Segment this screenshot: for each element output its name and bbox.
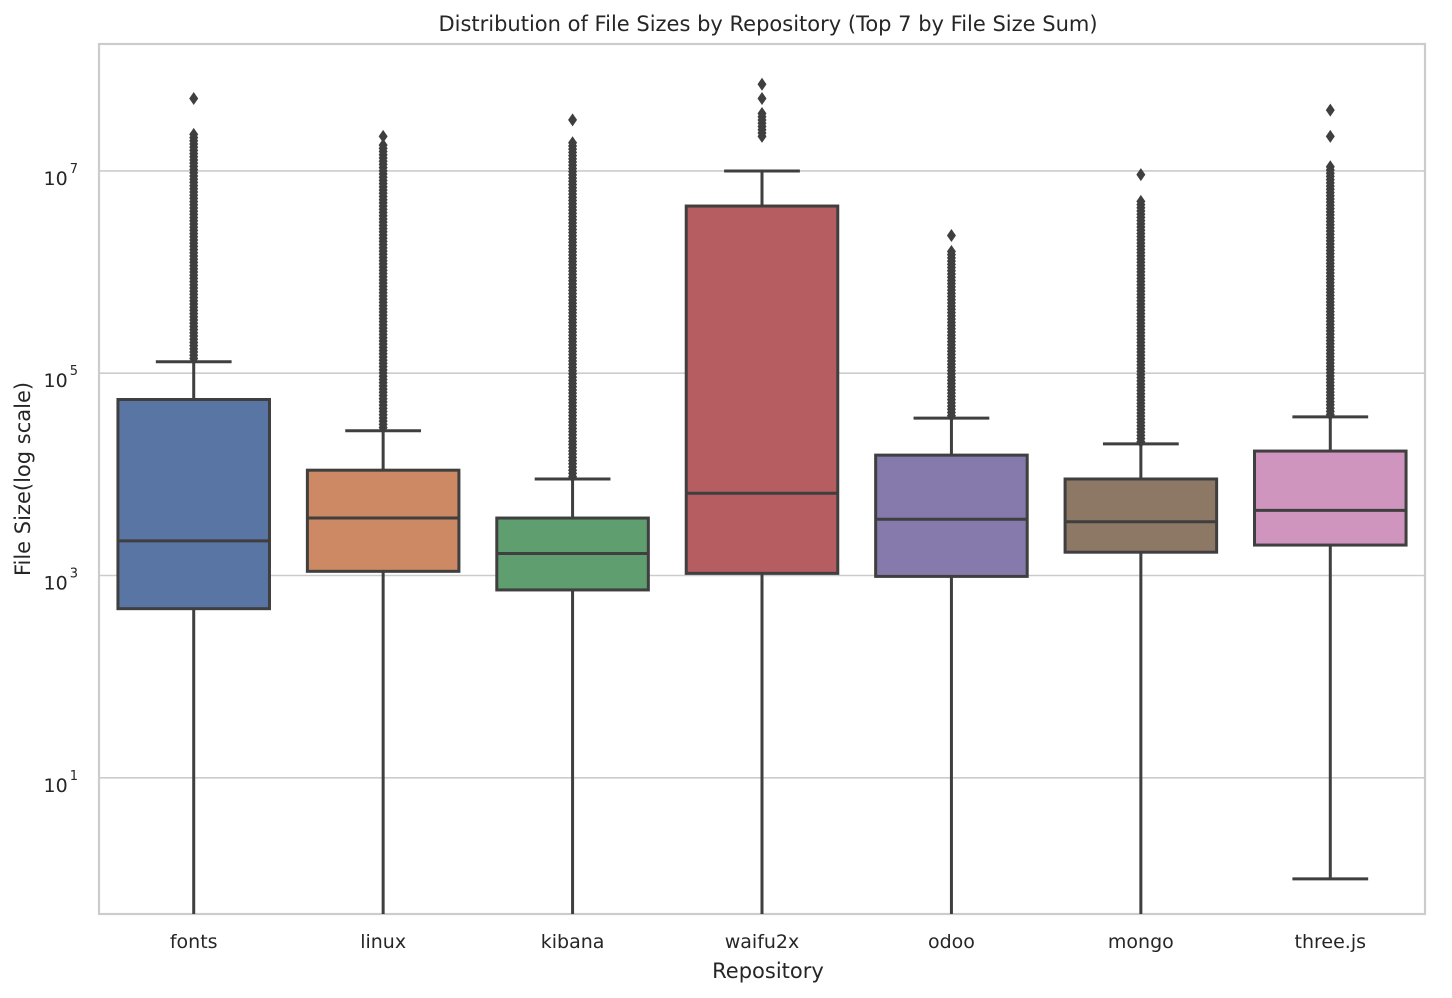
outlier-point (757, 77, 767, 91)
box-mongo (1063, 168, 1219, 914)
x-tick-label: kibana (541, 931, 605, 953)
outliers (568, 113, 578, 484)
outlier-point (1136, 194, 1146, 208)
outlier-point (1325, 129, 1335, 143)
x-tick-label: fonts (170, 931, 218, 953)
y-tick-label: 10 7 (44, 162, 78, 190)
iqr-box (684, 204, 840, 575)
iqr-box (1063, 477, 1219, 554)
box-odoo (874, 229, 1029, 914)
outliers (757, 77, 767, 143)
outlier-point (757, 106, 767, 120)
y-tick-label: 10 1 (44, 769, 78, 797)
outliers (1136, 168, 1146, 449)
outlier-point (946, 229, 956, 243)
box-three-js (1253, 103, 1408, 881)
x-tick-label: three.js (1295, 931, 1366, 953)
outlier-point (946, 244, 956, 258)
x-axis-ticks: fonts linux kibana waifu2x odoo mongo three.js (170, 931, 1366, 953)
box-fonts (116, 92, 271, 914)
x-axis-label: Repository (712, 959, 824, 983)
iqr-box (874, 453, 1029, 578)
outlier-point (1325, 103, 1335, 117)
outliers (946, 229, 956, 423)
outliers (378, 129, 388, 435)
x-tick-label: linux (360, 931, 406, 953)
y-tick-label: 10 3 (44, 567, 78, 595)
x-tick-label: mongo (1108, 931, 1174, 953)
outlier-point (568, 113, 578, 127)
outliers (1325, 103, 1335, 422)
y-axis-label: File Size(log scale) (11, 382, 35, 576)
outlier-point (378, 129, 388, 143)
iqr-box (116, 397, 271, 611)
x-tick-label: odoo (928, 931, 975, 953)
chart-title: Distribution of File Sizes by Repository… (438, 12, 1097, 36)
outlier-point (1136, 168, 1146, 182)
box-linux (305, 129, 461, 914)
outlier-point (378, 138, 388, 152)
outlier-point (189, 92, 199, 106)
box-waifu2x (684, 77, 840, 914)
outlier-point (189, 127, 199, 141)
iqr-box (305, 468, 461, 573)
box-kibana (495, 113, 650, 914)
y-tick-label: 10 5 (44, 364, 78, 392)
boxes (116, 77, 1408, 914)
iqr-box (1253, 449, 1408, 547)
outlier-point (757, 92, 767, 106)
outlier-point (1325, 160, 1335, 174)
x-tick-label: waifu2x (725, 931, 800, 953)
outliers (189, 92, 199, 365)
outlier-point (568, 136, 578, 150)
